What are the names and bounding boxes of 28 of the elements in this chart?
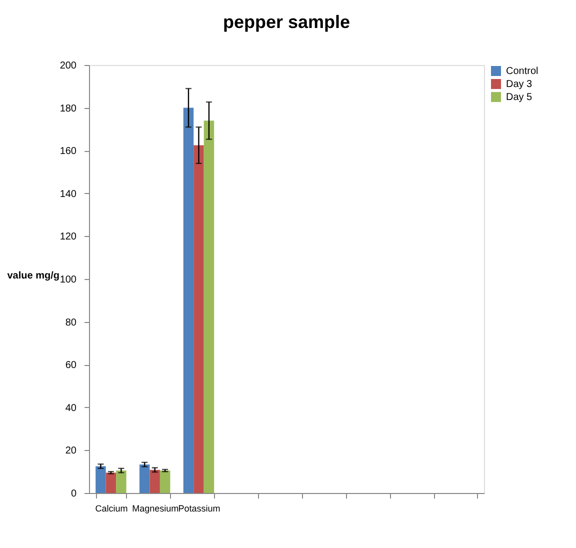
legend-label: Day 5 — [506, 92, 533, 103]
bar — [160, 470, 170, 493]
x-tick-label: Magnesium — [132, 504, 179, 514]
bar — [183, 108, 194, 493]
y-tick-label: 120 — [60, 232, 77, 243]
bar — [139, 464, 150, 493]
y-tick-label: 40 — [65, 402, 77, 414]
legend-label: Day 3 — [506, 79, 533, 90]
y-tick-label: 140 — [60, 188, 77, 200]
x-tick-label: Calcium — [95, 504, 128, 514]
x-tick-label: Potassium — [178, 504, 220, 514]
y-tick-label: 100 — [60, 274, 77, 286]
y-tick-label: 180 — [60, 103, 77, 114]
bar — [96, 466, 106, 493]
y-tick-label: 60 — [65, 360, 77, 372]
bar — [204, 120, 214, 493]
bar — [116, 470, 126, 493]
y-tick-label: 20 — [65, 446, 77, 457]
chart-title: pepper sample — [222, 12, 350, 32]
legend-label: Control — [506, 66, 538, 77]
bar — [106, 472, 116, 493]
y-tick-label: 0 — [70, 488, 77, 500]
y-tick-label: 80 — [65, 317, 77, 328]
y-axis-title: value mg/g — [7, 270, 60, 282]
bar — [150, 470, 160, 493]
y-tick-label: 200 — [60, 60, 77, 72]
bar — [194, 145, 204, 493]
y-tick-label: 160 — [60, 146, 77, 158]
